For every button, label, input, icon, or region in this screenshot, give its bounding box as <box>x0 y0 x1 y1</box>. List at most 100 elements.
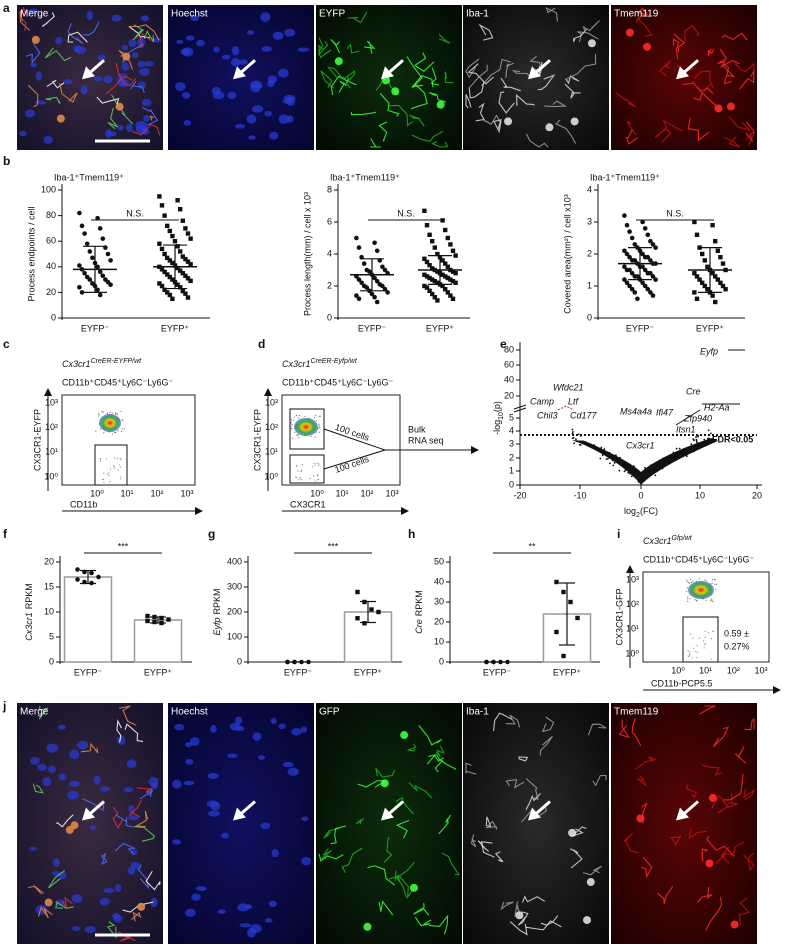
y-axis-label: Process length(mm) / cell x 10³ <box>302 192 312 316</box>
event <box>297 479 300 481</box>
nucleus <box>36 763 47 771</box>
data-point <box>427 275 432 281</box>
event <box>295 414 298 417</box>
event <box>715 583 717 585</box>
cell-process <box>634 756 658 771</box>
gene-point <box>693 450 695 453</box>
event <box>315 414 317 417</box>
data-point <box>356 245 362 250</box>
event <box>711 600 713 602</box>
data-point <box>152 619 157 625</box>
cell-process <box>525 777 539 801</box>
nucleus <box>137 60 145 68</box>
event <box>121 418 123 421</box>
event <box>703 644 706 646</box>
data-point <box>75 567 80 572</box>
cell-process <box>330 75 357 96</box>
data-point <box>692 219 697 225</box>
cell-process <box>670 835 682 847</box>
event <box>103 432 105 434</box>
nucleus <box>30 756 40 765</box>
cell-process <box>723 773 744 801</box>
nucleus <box>227 91 237 100</box>
data-point <box>159 267 165 272</box>
population-density <box>294 418 318 436</box>
cell-process <box>355 817 365 825</box>
nucleus <box>250 923 262 933</box>
data-point <box>185 276 191 281</box>
data-point <box>372 275 377 281</box>
x-tick-label: 10⁰ <box>671 665 685 675</box>
event <box>316 463 318 465</box>
nucleus <box>172 779 182 789</box>
plot-frame <box>281 394 401 486</box>
population-density <box>688 581 714 599</box>
data-point <box>622 248 627 254</box>
data-point <box>167 292 172 298</box>
nucleus <box>58 773 67 781</box>
cell-process <box>429 92 447 103</box>
x-tick-label: EYFP⁺ <box>354 667 383 677</box>
data-point <box>648 258 653 263</box>
data-point <box>435 251 440 257</box>
gene-point <box>645 472 648 475</box>
event <box>703 647 705 649</box>
event <box>710 658 712 660</box>
data-point <box>178 249 183 254</box>
cell-process <box>505 62 515 78</box>
gene-point <box>666 460 669 463</box>
population: CD11b⁺CD45⁺Ly6C⁻Ly6G⁻ <box>643 554 754 564</box>
y-tick-label: 0 <box>439 656 444 666</box>
gene-point <box>593 444 595 446</box>
cell-process <box>318 41 329 56</box>
data-point <box>645 232 651 238</box>
data-point <box>629 286 635 292</box>
event <box>689 653 691 655</box>
nucleus <box>72 926 81 932</box>
data-point <box>427 232 432 237</box>
cell-body <box>115 102 124 111</box>
nucleus <box>143 61 155 67</box>
cell-process <box>375 767 396 778</box>
cell-process <box>55 901 75 909</box>
cell-process <box>107 107 119 130</box>
cell-process <box>323 827 340 839</box>
event <box>293 416 296 418</box>
event <box>688 655 690 658</box>
event <box>301 464 303 466</box>
event <box>318 423 320 425</box>
y-tick-label: 10 <box>434 636 444 646</box>
data-point <box>82 231 87 236</box>
cell-process <box>67 31 88 43</box>
cell-process <box>500 77 521 92</box>
x-tick-label: -20 <box>513 490 526 500</box>
cell-process <box>540 915 559 926</box>
y-tick-label: 100 <box>41 184 56 194</box>
gene-point <box>647 473 650 476</box>
event <box>291 423 293 425</box>
data-point <box>642 226 648 231</box>
cell-process <box>467 63 494 85</box>
gene-label: Cre <box>686 386 701 396</box>
y-tick-label: 10³ <box>265 397 278 407</box>
y-tick-label: 4 <box>327 248 332 258</box>
cell-process <box>705 897 723 931</box>
gate-label: 100 cells <box>334 422 371 443</box>
gene-point <box>678 447 681 450</box>
y-tick-label: 20 <box>434 616 444 626</box>
gene-point <box>632 470 635 473</box>
y-axis-label: CX3CR1-EYFP <box>252 409 262 471</box>
cell-process <box>739 69 755 90</box>
data-point <box>359 280 364 286</box>
data-point <box>374 278 380 284</box>
x-tick-label: 10 <box>695 490 705 500</box>
nucleus <box>43 135 53 144</box>
event <box>696 657 698 659</box>
y-tick-label: 0 <box>587 312 592 322</box>
data-point <box>424 285 430 290</box>
gate-value: 0.27% <box>724 641 750 651</box>
gate-connector <box>323 449 386 470</box>
data-point <box>96 574 101 580</box>
cell-process <box>330 39 341 54</box>
data-point <box>453 253 458 258</box>
